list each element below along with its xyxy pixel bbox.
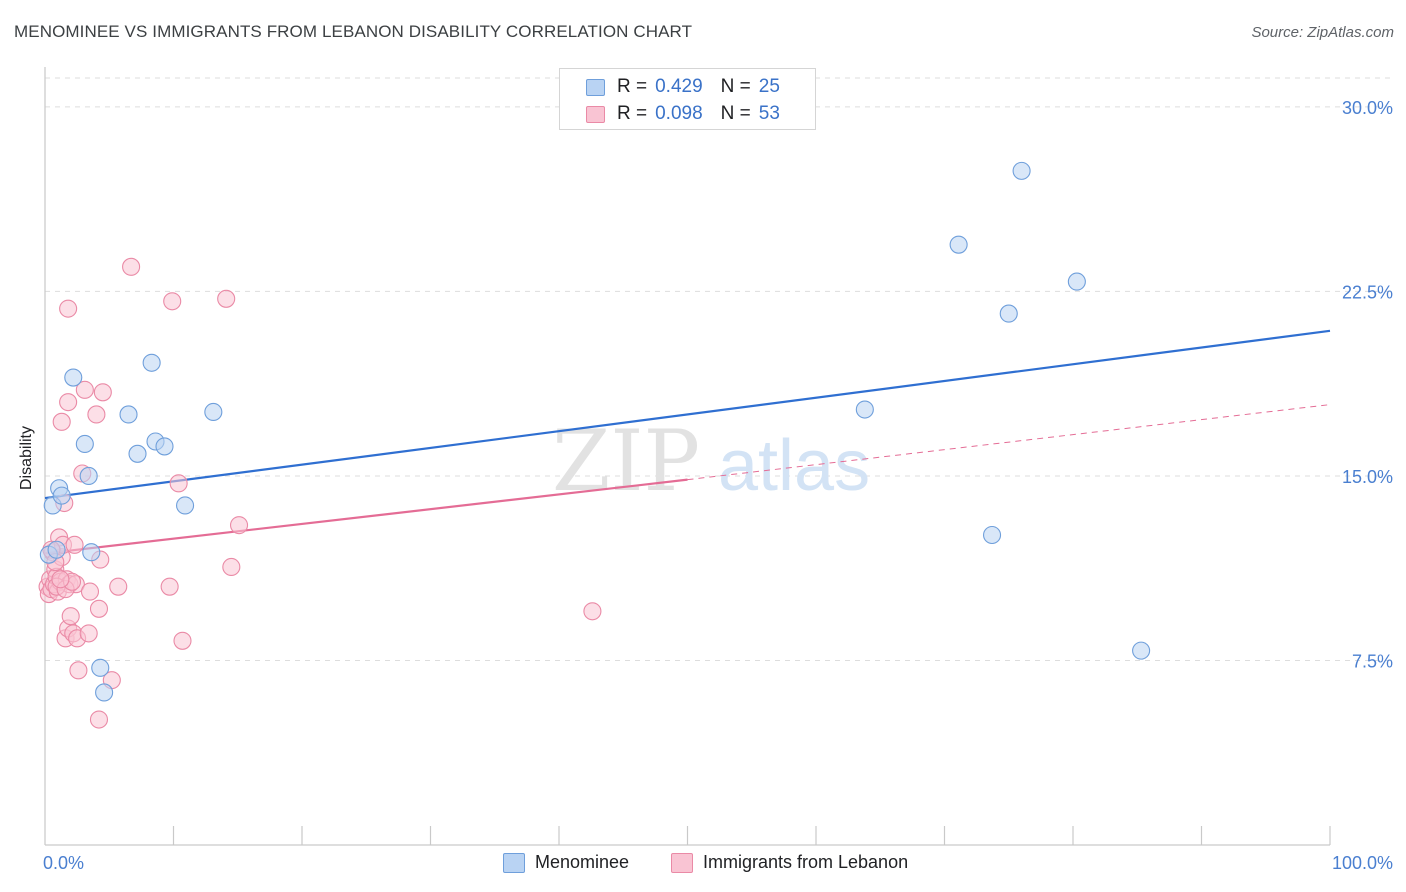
point-menominee [95, 683, 114, 702]
point-lebanon [89, 599, 109, 618]
point-lebanon [87, 405, 106, 424]
point-lebanon [229, 516, 249, 535]
point-lebanon [61, 607, 80, 626]
axes [44, 67, 1331, 846]
legend-r-value: 0.429 [655, 76, 703, 97]
legend-item-lebanon: Immigrants from Lebanon [671, 852, 908, 873]
point-menominee [1012, 161, 1031, 180]
point-lebanon [79, 624, 98, 643]
source-credit: Source: ZipAtlas.com [1251, 24, 1394, 41]
point-lebanon [80, 582, 100, 601]
legend-row-lebanon: R = 0.098 N = 53 [586, 103, 780, 125]
point-menominee [79, 466, 98, 486]
point-lebanon [89, 710, 109, 729]
legend-label-lebanon: Immigrants from Lebanon [703, 852, 909, 872]
point-lebanon [583, 602, 602, 621]
point-menominee [176, 496, 195, 515]
point-lebanon [69, 661, 88, 680]
point-menominee [999, 304, 1018, 323]
legend-swatch-lebanon [586, 105, 605, 123]
point-lebanon [217, 289, 236, 308]
watermark-atlas: atlas [718, 426, 870, 506]
correlation-legend: R = 0.429 N = 25 R = 0.098 N = 53 [559, 68, 816, 130]
point-menominee [91, 658, 110, 677]
legend-row-menominee: R = 0.429 N = 25 [586, 76, 780, 98]
point-lebanon [163, 292, 182, 311]
point-menominee [155, 437, 174, 456]
point-menominee [64, 368, 83, 387]
point-lebanon [173, 631, 192, 650]
legend-swatch-menominee [503, 852, 525, 873]
point-menominee [204, 402, 223, 422]
point-menominee [82, 543, 101, 562]
point-lebanon [122, 257, 141, 276]
watermark-zip: ZIP [552, 412, 700, 510]
point-lebanon [160, 577, 179, 596]
point-menominee [119, 405, 138, 424]
trend-line-lebanon-extrapolated [687, 404, 1331, 481]
legend-n-value: 25 [758, 76, 780, 97]
legend-label-menominee: Menominee [535, 852, 630, 872]
legend-swatch-lebanon [671, 852, 693, 873]
legend-n-value: 53 [758, 103, 780, 124]
y-tick-label: 15.0% [1342, 467, 1393, 487]
point-menominee [1132, 641, 1151, 660]
y-tick-labels: 7.5% 15.0% 22.5% 30.0% [1342, 98, 1393, 672]
point-lebanon [222, 557, 241, 577]
y-tick-label: 30.0% [1342, 98, 1393, 118]
point-menominee [128, 444, 147, 463]
x-tick-label-min: 0.0% [43, 853, 84, 873]
point-lebanon [75, 380, 94, 399]
point-menominee [855, 400, 874, 419]
point-menominee [75, 434, 94, 454]
point-lebanon [65, 535, 84, 554]
legend-r-label: R = [617, 103, 648, 124]
x-tick-label-max: 100.0% [1332, 853, 1393, 873]
data-points [38, 161, 1151, 729]
series-legend: Menominee Immigrants from Lebanon [0, 852, 1406, 876]
legend-r-value: 0.098 [655, 103, 703, 124]
point-menominee [142, 353, 161, 372]
point-menominee [982, 525, 1002, 545]
legend-n-label: N = [720, 103, 751, 124]
y-tick-label: 22.5% [1342, 282, 1393, 302]
legend-n-label: N = [720, 76, 751, 97]
point-lebanon [59, 393, 78, 412]
point-menominee [47, 540, 66, 559]
legend-swatch-menominee [586, 78, 605, 96]
point-lebanon [59, 299, 78, 318]
gridlines [45, 77, 1393, 661]
trend-line-lebanon [44, 478, 688, 555]
trend-lines [44, 329, 1331, 555]
point-lebanon [169, 474, 188, 493]
point-lebanon [93, 383, 112, 402]
y-tick-label: 7.5% [1352, 651, 1393, 671]
point-menominee [1067, 272, 1086, 291]
point-menominee [52, 486, 71, 505]
legend-item-menominee: Menominee [503, 852, 629, 873]
legend-r-label: R = [617, 76, 648, 97]
x-tick-labels: 0.0% 100.0% [43, 853, 1393, 873]
point-lebanon [51, 570, 70, 589]
point-lebanon [109, 577, 128, 596]
trend-line-menominee [44, 329, 1331, 500]
point-menominee [949, 235, 968, 254]
point-lebanon [52, 412, 71, 431]
chart-title: MENOMINEE VS IMMIGRANTS FROM LEBANON DIS… [14, 22, 693, 41]
